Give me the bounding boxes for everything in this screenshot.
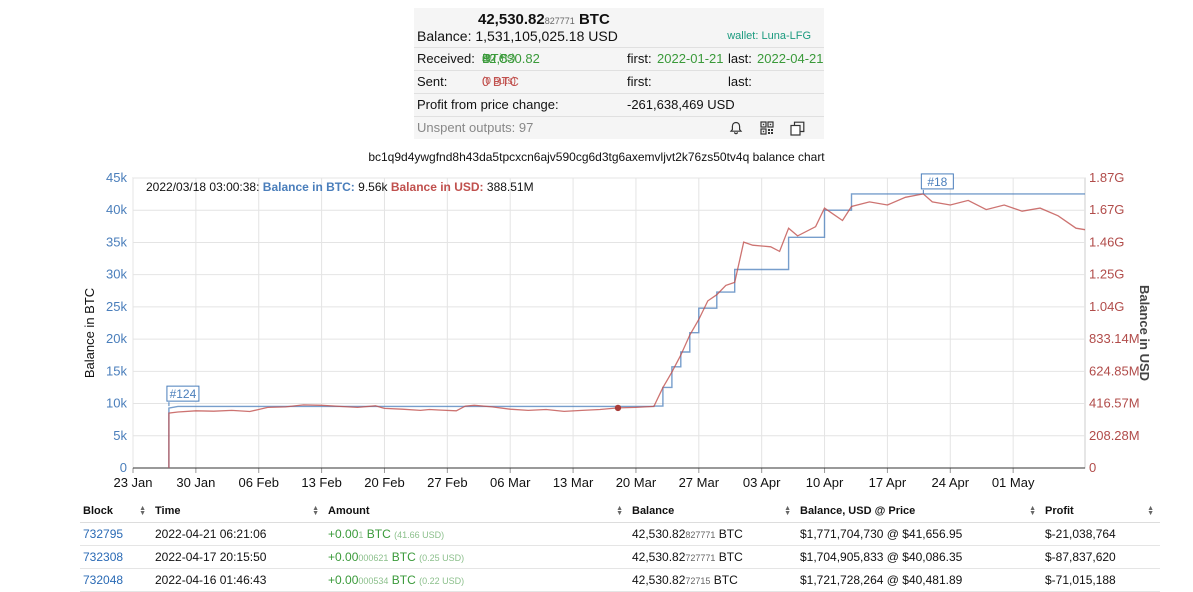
- y-left-tick-label: 25k: [106, 299, 127, 314]
- sent-row: Sent: 0 BTC (0 outs) first: last:: [414, 70, 824, 93]
- x-tick-label: 20 Mar: [616, 475, 657, 490]
- transactions-table: Block ▲ ▼ Time ▲ ▼ Amount ▲ ▼ Balance ▲ ▼ Balanc…: [80, 500, 1160, 592]
- chart-tooltip: 2022/03/18 03:00:38: Balance in BTC: 9.5…: [146, 180, 534, 194]
- x-tick-label: 13 Mar: [553, 475, 594, 490]
- chart-annotations: #124 #18: [166, 173, 954, 407]
- col-profit[interactable]: Profit ▲ ▼: [1042, 500, 1160, 523]
- table-row: 732795 2022-04-21 06:21:06 +0.001 BTC (41.…: [80, 522, 1160, 546]
- y-left-tick-label: 30k: [106, 267, 127, 282]
- table-header-row: Block ▲ ▼ Time ▲ ▼ Amount ▲ ▼ Balance ▲ ▼ Balanc…: [80, 500, 1160, 523]
- y-axis-usd-label: Balance in USD: [1137, 285, 1152, 381]
- col-balance-usd[interactable]: Balance, USD @ Price ▲ ▼: [797, 500, 1042, 523]
- tx-profit: $-87,837,620: [1042, 545, 1160, 569]
- y-left-tick-label: 0: [120, 460, 127, 475]
- col-time[interactable]: Time ▲ ▼: [152, 500, 325, 523]
- profit-value: -261,638,469 USD: [627, 97, 735, 112]
- col-block[interactable]: Block ▲ ▼: [80, 500, 152, 523]
- annotation-label: #18: [927, 175, 947, 189]
- x-tick-label: 06 Feb: [238, 475, 278, 490]
- col-balance[interactable]: Balance ▲ ▼: [629, 500, 797, 523]
- y-right-tick-label: 1.67G: [1089, 202, 1124, 217]
- y-right-tick-label: 833.14M: [1089, 331, 1140, 346]
- col-amount[interactable]: Amount ▲ ▼: [325, 500, 629, 523]
- usd-balance: Balance: 1,531,105,025.18 USD: [417, 28, 618, 44]
- usd-balance-line: [168, 193, 1086, 468]
- y-left-tick-label: 45k: [106, 170, 127, 185]
- y-left-tick-label: 15k: [106, 363, 127, 378]
- x-tick-label: 23 Jan: [113, 475, 152, 490]
- annotation-box: [166, 385, 200, 402]
- balance-chart: 23 Jan 30 Jan 06 Feb 13 Feb 20 Feb 27 Feb 06 M…: [82, 170, 1152, 490]
- plot-area: [132, 177, 1086, 469]
- bell-icon[interactable]: [728, 120, 744, 136]
- block-link[interactable]: 732795: [83, 526, 124, 541]
- x-tick-label: 27 Feb: [427, 475, 467, 490]
- tx-balance: 42,530.8272715 BTC: [629, 568, 797, 592]
- x-tick-label: 06 Mar: [490, 475, 531, 490]
- x-tick-label: 01 May: [992, 475, 1035, 490]
- y-left-tick-label: 40k: [106, 202, 127, 217]
- summary-header: 42,530.82827771 BTC Balance: 1,531,105,0…: [414, 8, 824, 47]
- y-left-tick-label: 10k: [106, 396, 127, 411]
- x-tick-label: 24 Apr: [931, 475, 969, 490]
- block-link[interactable]: 732048: [83, 572, 124, 587]
- y-right-tick-label: 1.04G: [1089, 299, 1124, 314]
- tx-amount: +0.00000534 BTC (0.22 USD): [325, 568, 629, 592]
- tx-amount: +0.00000621 BTC (0.25 USD): [325, 545, 629, 569]
- y-axis-usd: 0 208.28M 416.57M 624.85M 833.14M 1.04G 1.25G 1…: [1089, 170, 1140, 475]
- annotation-flag: #124: [166, 385, 200, 407]
- x-tick-label: 27 Mar: [679, 475, 720, 490]
- annotation-label: #124: [170, 387, 197, 401]
- y-left-tick-label: 5k: [113, 428, 127, 443]
- qr-code-icon[interactable]: [759, 120, 775, 136]
- table-row: 732048 2022-04-16 01:46:43 +0.00000534 BTC…: [80, 568, 1160, 592]
- received-row: Received: 42,530.82 83 BTC (97 ins) first…: [414, 47, 824, 70]
- y-right-tick-label: 624.85M: [1089, 363, 1140, 378]
- tx-profit: $-71,015,188: [1042, 568, 1160, 592]
- address-summary: 42,530.82827771 BTC Balance: 1,531,105,0…: [414, 8, 824, 139]
- x-tick-label: 30 Jan: [176, 475, 215, 490]
- x-tick-label: 17 Apr: [869, 475, 907, 490]
- hover-marker: [614, 404, 622, 412]
- x-tick-label: 10 Apr: [806, 475, 844, 490]
- chart-series: [168, 193, 1086, 468]
- y-left-tick-label: 35k: [106, 234, 127, 249]
- y-axis-btc-label: Balance in BTC: [82, 288, 97, 378]
- annotation-flag: #18: [920, 173, 954, 194]
- profit-row: Profit from price change: -261,638,469 U…: [414, 93, 824, 116]
- unspent-outputs[interactable]: Unspent outputs: 97: [417, 120, 534, 135]
- block-link[interactable]: 732308: [83, 549, 124, 564]
- tx-balance: 42,530.82827771 BTC: [629, 522, 797, 546]
- copy-icon[interactable]: [789, 120, 805, 136]
- btc-balance: 42,530.82827771 BTC: [478, 11, 610, 28]
- y-right-tick-label: 1.25G: [1089, 267, 1124, 282]
- btc-balance-line: [168, 193, 1085, 468]
- x-axis: 23 Jan 30 Jan 06 Feb 13 Feb 20 Feb 27 Feb 06 M…: [113, 467, 1085, 490]
- y-right-tick-label: 0: [1089, 460, 1096, 475]
- y-right-tick-label: 1.87G: [1089, 170, 1124, 185]
- unspent-row: Unspent outputs: 97: [414, 116, 824, 139]
- tx-amount: +0.001 BTC (41.66 USD): [325, 522, 629, 546]
- y-axis-btc: 0 5k 10k 15k 20k 25k 30k 35k 40k 45k: [106, 170, 127, 475]
- tx-balance: 42,530.82727771 BTC: [629, 545, 797, 569]
- tx-time: 2022-04-17 20:15:50: [152, 545, 325, 569]
- tx-profit: $-21,038,764: [1042, 522, 1160, 546]
- tx-balance-usd: $1,771,704,730 @ $41,656.95: [797, 522, 1042, 546]
- chart-title: bc1q9d4ywgfnd8h43da5tpcxcn6ajv590cg6d3tg…: [368, 150, 825, 164]
- tx-time: 2022-04-21 06:21:06: [152, 522, 325, 546]
- chart-grid: [132, 177, 1086, 469]
- x-tick-label: 20 Feb: [364, 475, 404, 490]
- x-tick-label: 13 Feb: [301, 475, 341, 490]
- tx-time: 2022-04-16 01:46:43: [152, 568, 325, 592]
- x-tick-label: 03 Apr: [743, 475, 781, 490]
- y-right-tick-label: 1.46G: [1089, 234, 1124, 249]
- table-row: 732308 2022-04-17 20:15:50 +0.00000621 BTC…: [80, 545, 1160, 569]
- tx-balance-usd: $1,704,905,833 @ $40,086.35: [797, 545, 1042, 569]
- y-left-tick-label: 20k: [106, 331, 127, 346]
- wallet-link[interactable]: wallet: Luna-LFG: [727, 30, 811, 42]
- tx-balance-usd: $1,721,728,264 @ $40,481.89: [797, 568, 1042, 592]
- annotation-box: [920, 173, 954, 190]
- y-right-tick-label: 416.57M: [1089, 396, 1140, 411]
- y-right-tick-label: 208.28M: [1089, 428, 1140, 443]
